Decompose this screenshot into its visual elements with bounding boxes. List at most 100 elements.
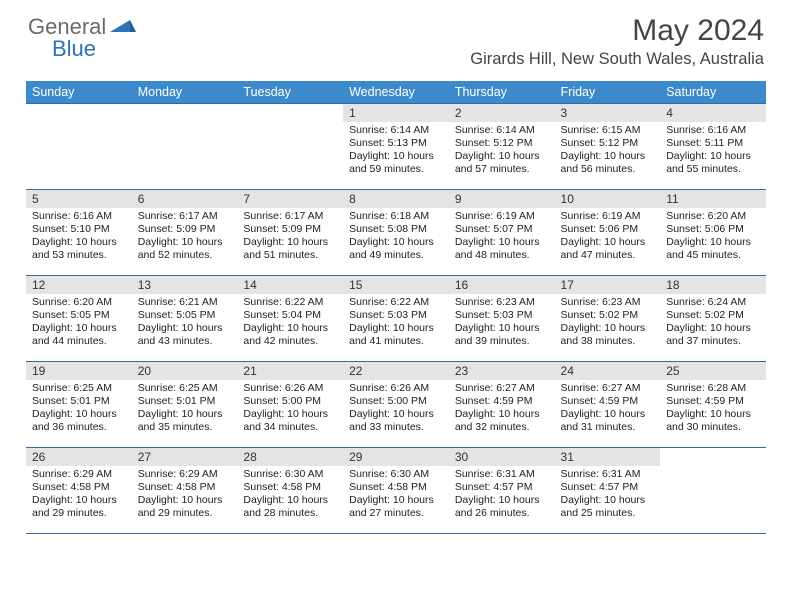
sunset-line: Sunset: 5:06 PM xyxy=(561,223,655,236)
calendar-cell: 6Sunrise: 6:17 AMSunset: 5:09 PMDaylight… xyxy=(132,190,238,276)
daylight-line: Daylight: 10 hours and 59 minutes. xyxy=(349,150,443,176)
sunset-line: Sunset: 4:57 PM xyxy=(455,481,549,494)
day-number: 5 xyxy=(26,190,132,208)
weekday-header: Monday xyxy=(132,81,238,104)
day-details: Sunrise: 6:19 AMSunset: 5:07 PMDaylight:… xyxy=(449,208,555,267)
day-number: 28 xyxy=(237,448,343,466)
calendar-cell: 17Sunrise: 6:23 AMSunset: 5:02 PMDayligh… xyxy=(555,276,661,362)
sunset-line: Sunset: 5:11 PM xyxy=(666,137,760,150)
calendar-cell: 12Sunrise: 6:20 AMSunset: 5:05 PMDayligh… xyxy=(26,276,132,362)
sunrise-line: Sunrise: 6:20 AM xyxy=(666,210,760,223)
day-number: 3 xyxy=(555,104,661,122)
sunrise-line: Sunrise: 6:19 AM xyxy=(561,210,655,223)
sunset-line: Sunset: 5:13 PM xyxy=(349,137,443,150)
calendar-cell: 25Sunrise: 6:28 AMSunset: 4:59 PMDayligh… xyxy=(660,362,766,448)
sunset-line: Sunset: 5:05 PM xyxy=(138,309,232,322)
day-number: 13 xyxy=(132,276,238,294)
daylight-line: Daylight: 10 hours and 55 minutes. xyxy=(666,150,760,176)
sunset-line: Sunset: 5:12 PM xyxy=(561,137,655,150)
daylight-line: Daylight: 10 hours and 29 minutes. xyxy=(138,494,232,520)
calendar-cell: 15Sunrise: 6:22 AMSunset: 5:03 PMDayligh… xyxy=(343,276,449,362)
sunrise-line: Sunrise: 6:15 AM xyxy=(561,124,655,137)
daylight-line: Daylight: 10 hours and 53 minutes. xyxy=(32,236,126,262)
calendar-cell-empty xyxy=(26,104,132,190)
calendar-cell: 22Sunrise: 6:26 AMSunset: 5:00 PMDayligh… xyxy=(343,362,449,448)
weekday-header: Friday xyxy=(555,81,661,104)
sunset-line: Sunset: 5:03 PM xyxy=(349,309,443,322)
day-details: Sunrise: 6:29 AMSunset: 4:58 PMDaylight:… xyxy=(26,466,132,525)
sunset-line: Sunset: 5:09 PM xyxy=(243,223,337,236)
calendar-cell: 9Sunrise: 6:19 AMSunset: 5:07 PMDaylight… xyxy=(449,190,555,276)
daylight-line: Daylight: 10 hours and 32 minutes. xyxy=(455,408,549,434)
page-title: May 2024 xyxy=(470,14,764,48)
sunrise-line: Sunrise: 6:16 AM xyxy=(32,210,126,223)
calendar-row: 12Sunrise: 6:20 AMSunset: 5:05 PMDayligh… xyxy=(26,276,766,362)
calendar-header: SundayMondayTuesdayWednesdayThursdayFrid… xyxy=(26,81,766,104)
day-number: 6 xyxy=(132,190,238,208)
day-number: 15 xyxy=(343,276,449,294)
calendar-cell: 16Sunrise: 6:23 AMSunset: 5:03 PMDayligh… xyxy=(449,276,555,362)
sunset-line: Sunset: 4:58 PM xyxy=(349,481,443,494)
day-number: 30 xyxy=(449,448,555,466)
day-details: Sunrise: 6:31 AMSunset: 4:57 PMDaylight:… xyxy=(555,466,661,525)
daylight-line: Daylight: 10 hours and 47 minutes. xyxy=(561,236,655,262)
sunrise-line: Sunrise: 6:24 AM xyxy=(666,296,760,309)
sunset-line: Sunset: 4:59 PM xyxy=(455,395,549,408)
calendar-row: 1Sunrise: 6:14 AMSunset: 5:13 PMDaylight… xyxy=(26,104,766,190)
daylight-line: Daylight: 10 hours and 28 minutes. xyxy=(243,494,337,520)
day-number: 29 xyxy=(343,448,449,466)
day-details: Sunrise: 6:30 AMSunset: 4:58 PMDaylight:… xyxy=(343,466,449,525)
sunset-line: Sunset: 4:58 PM xyxy=(243,481,337,494)
logo-text-blue: Blue xyxy=(52,36,96,62)
calendar-cell: 27Sunrise: 6:29 AMSunset: 4:58 PMDayligh… xyxy=(132,448,238,534)
day-number: 25 xyxy=(660,362,766,380)
daylight-line: Daylight: 10 hours and 44 minutes. xyxy=(32,322,126,348)
day-number: 20 xyxy=(132,362,238,380)
calendar-cell: 1Sunrise: 6:14 AMSunset: 5:13 PMDaylight… xyxy=(343,104,449,190)
day-number: 22 xyxy=(343,362,449,380)
day-details: Sunrise: 6:22 AMSunset: 5:04 PMDaylight:… xyxy=(237,294,343,353)
sunrise-line: Sunrise: 6:23 AM xyxy=(561,296,655,309)
daylight-line: Daylight: 10 hours and 27 minutes. xyxy=(349,494,443,520)
day-details: Sunrise: 6:23 AMSunset: 5:03 PMDaylight:… xyxy=(449,294,555,353)
sunrise-line: Sunrise: 6:26 AM xyxy=(349,382,443,395)
daylight-line: Daylight: 10 hours and 33 minutes. xyxy=(349,408,443,434)
calendar-cell: 7Sunrise: 6:17 AMSunset: 5:09 PMDaylight… xyxy=(237,190,343,276)
sunrise-line: Sunrise: 6:17 AM xyxy=(138,210,232,223)
weekday-header: Tuesday xyxy=(237,81,343,104)
day-details: Sunrise: 6:17 AMSunset: 5:09 PMDaylight:… xyxy=(237,208,343,267)
logo: General Blue xyxy=(28,14,138,40)
day-details: Sunrise: 6:28 AMSunset: 4:59 PMDaylight:… xyxy=(660,380,766,439)
daylight-line: Daylight: 10 hours and 51 minutes. xyxy=(243,236,337,262)
daylight-line: Daylight: 10 hours and 36 minutes. xyxy=(32,408,126,434)
day-number: 24 xyxy=(555,362,661,380)
sunset-line: Sunset: 5:02 PM xyxy=(561,309,655,322)
day-number: 1 xyxy=(343,104,449,122)
day-details: Sunrise: 6:27 AMSunset: 4:59 PMDaylight:… xyxy=(449,380,555,439)
daylight-line: Daylight: 10 hours and 30 minutes. xyxy=(666,408,760,434)
day-details: Sunrise: 6:29 AMSunset: 4:58 PMDaylight:… xyxy=(132,466,238,525)
weekday-header: Saturday xyxy=(660,81,766,104)
day-details: Sunrise: 6:25 AMSunset: 5:01 PMDaylight:… xyxy=(26,380,132,439)
day-details: Sunrise: 6:24 AMSunset: 5:02 PMDaylight:… xyxy=(660,294,766,353)
calendar-cell: 5 Sunrise: 6:16 AMSunset: 5:10 PMDaylight… xyxy=(26,190,132,276)
daylight-line: Daylight: 10 hours and 57 minutes. xyxy=(455,150,549,176)
sunset-line: Sunset: 5:00 PM xyxy=(243,395,337,408)
sunrise-line: Sunrise: 6:27 AM xyxy=(561,382,655,395)
sunrise-line: Sunrise: 6:19 AM xyxy=(455,210,549,223)
sunrise-line: Sunrise: 6:22 AM xyxy=(243,296,337,309)
daylight-line: Daylight: 10 hours and 31 minutes. xyxy=(561,408,655,434)
calendar-cell: 14Sunrise: 6:22 AMSunset: 5:04 PMDayligh… xyxy=(237,276,343,362)
sunset-line: Sunset: 5:10 PM xyxy=(32,223,126,236)
calendar-cell: 19Sunrise: 6:25 AMSunset: 5:01 PMDayligh… xyxy=(26,362,132,448)
day-number: 7 xyxy=(237,190,343,208)
sunrise-line: Sunrise: 6:25 AM xyxy=(138,382,232,395)
calendar-cell: 29Sunrise: 6:30 AMSunset: 4:58 PMDayligh… xyxy=(343,448,449,534)
calendar-cell: 28Sunrise: 6:30 AMSunset: 4:58 PMDayligh… xyxy=(237,448,343,534)
day-number: 4 xyxy=(660,104,766,122)
daylight-line: Daylight: 10 hours and 29 minutes. xyxy=(32,494,126,520)
sunset-line: Sunset: 5:01 PM xyxy=(138,395,232,408)
daylight-line: Daylight: 10 hours and 49 minutes. xyxy=(349,236,443,262)
day-details: Sunrise: 6:17 AMSunset: 5:09 PMDaylight:… xyxy=(132,208,238,267)
sunset-line: Sunset: 5:04 PM xyxy=(243,309,337,322)
